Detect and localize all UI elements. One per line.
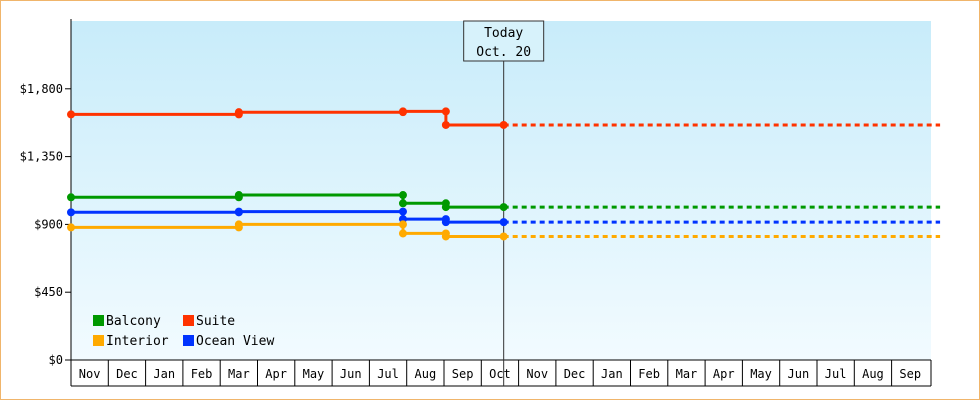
data-point-balcony [398, 191, 407, 200]
x-tick-label: Mar [676, 367, 698, 381]
legend-label: Balcony [106, 314, 161, 329]
data-point-suite [398, 107, 407, 116]
y-tick-label: $1,350 [20, 150, 63, 164]
data-point-balcony [234, 191, 243, 200]
x-tick-label: Jun [788, 367, 810, 381]
data-point-ocean-view [398, 207, 407, 216]
legend-swatch [183, 315, 194, 326]
today-box [463, 20, 545, 62]
legend-swatch [183, 335, 194, 346]
x-tick-label: Sep [452, 367, 474, 381]
data-point-interior [398, 220, 407, 229]
legend-swatch [93, 335, 104, 346]
x-tick-label: Feb [191, 367, 213, 381]
x-tick-label: Apr [265, 367, 287, 381]
data-point-interior [499, 232, 508, 241]
data-point-interior [398, 229, 407, 238]
x-tick-label: Jan [601, 367, 623, 381]
data-point-ocean-view [499, 218, 508, 227]
data-point-suite [441, 107, 450, 116]
data-point-balcony [67, 193, 75, 202]
x-tick-label: May [750, 367, 772, 381]
today-date: Oct. 20 [476, 45, 531, 60]
data-point-balcony [398, 199, 407, 208]
legend-label: Interior [106, 334, 169, 349]
data-point-ocean-view [67, 208, 75, 217]
data-point-suite [234, 108, 243, 117]
x-tick-label: Mar [228, 367, 250, 381]
y-tick-label: $1,800 [20, 82, 63, 96]
data-point-interior [234, 220, 243, 229]
legend-label: Suite [196, 314, 235, 329]
x-tick-label: Nov [79, 367, 101, 381]
x-tick-label: Jul [825, 367, 847, 381]
data-point-interior [67, 223, 75, 232]
x-tick-label: Jan [153, 367, 175, 381]
x-tick-label: Aug [862, 367, 884, 381]
data-point-balcony [499, 203, 508, 212]
x-tick-label: Apr [713, 367, 735, 381]
x-tick-label: Feb [638, 367, 660, 381]
data-point-suite [499, 120, 508, 129]
data-point-ocean-view [234, 207, 243, 216]
y-tick-label: $0 [49, 353, 63, 367]
legend-label: Ocean View [196, 334, 274, 349]
data-point-suite [67, 110, 75, 119]
data-point-interior [441, 232, 450, 241]
y-tick-label: $450 [34, 285, 63, 299]
data-point-ocean-view [441, 218, 450, 227]
today-label: Today [484, 26, 523, 41]
data-point-suite [441, 120, 450, 129]
x-tick-label: Oct [489, 367, 511, 381]
plot-area [71, 21, 931, 360]
x-tick-label: Dec [116, 367, 138, 381]
legend-swatch [93, 315, 104, 326]
x-tick-label: Jul [377, 367, 399, 381]
data-point-balcony [441, 203, 450, 212]
y-tick-label: $900 [34, 217, 63, 231]
x-tick-label: Sep [899, 367, 921, 381]
x-tick-label: May [303, 367, 325, 381]
x-tick-label: Jun [340, 367, 362, 381]
x-tick-label: Aug [415, 367, 437, 381]
x-tick-label: Dec [564, 367, 586, 381]
x-tick-label: Nov [526, 367, 548, 381]
